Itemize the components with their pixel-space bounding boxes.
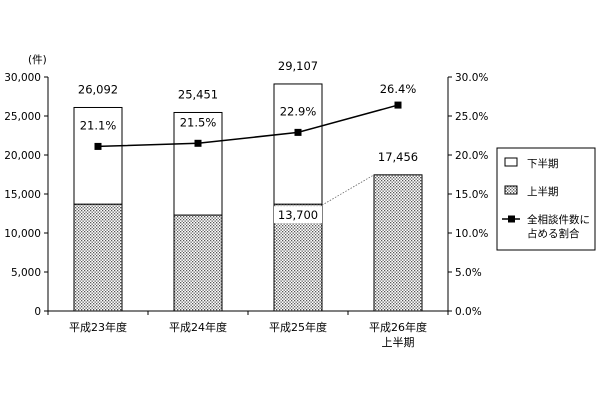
ratio-marker bbox=[294, 128, 302, 136]
bar-total-label: 17,456 bbox=[378, 150, 418, 164]
bar-upper-half bbox=[173, 111, 223, 216]
legend-label: 全相談件数に bbox=[527, 213, 590, 226]
y-left-tick-label: 10,000 bbox=[4, 228, 41, 240]
x-tick-label: 平成25年度 bbox=[269, 320, 327, 334]
bar-upper-half bbox=[273, 83, 323, 205]
legend-label: 上半期 bbox=[527, 185, 559, 198]
bar-lower-half bbox=[373, 174, 423, 312]
y-left-tick-label: 30,000 bbox=[4, 72, 41, 84]
bar-total-label: 25,451 bbox=[178, 87, 218, 101]
y-left-unit: (件) bbox=[28, 54, 47, 66]
y-right-tick-label: 20.0% bbox=[455, 150, 488, 162]
y-right-tick-label: 5.0% bbox=[455, 267, 482, 279]
ratio-line bbox=[97, 104, 399, 148]
bar-total-label: 29,107 bbox=[278, 59, 318, 73]
y-left-tick-label: 25,000 bbox=[4, 111, 41, 123]
legend-swatch-upper bbox=[504, 185, 518, 195]
bar-upper-half bbox=[73, 106, 123, 205]
y-left-tick-label: 15,000 bbox=[4, 189, 41, 201]
y-right-tick-label: 15.0% bbox=[455, 189, 488, 201]
legend-swatch-lower bbox=[504, 157, 518, 167]
ratio-label: 22.9% bbox=[280, 104, 317, 118]
y-left-tick-label: 5,000 bbox=[11, 267, 41, 279]
ratio-label: 26.4% bbox=[380, 82, 417, 96]
bar-lower-half bbox=[173, 214, 223, 312]
connector-line bbox=[321, 174, 375, 206]
x-tick-label: 平成26年度 bbox=[369, 320, 427, 334]
plot-area: (件) 0 5,000 10,000 15,000 20,000 25,000 30,000 0… bbox=[4, 54, 488, 349]
y-right-tick-label: 30.0% bbox=[455, 72, 488, 84]
y-right-tick-label: 0.0% bbox=[455, 306, 482, 318]
y-right-tick-label: 10.0% bbox=[455, 228, 488, 240]
ratio-label: 21.5% bbox=[180, 115, 217, 129]
ratio-marker bbox=[94, 142, 102, 150]
inner-label-bg bbox=[274, 206, 322, 224]
legend-square-marker bbox=[508, 215, 515, 223]
x-tick-label: 上半期 bbox=[382, 335, 415, 349]
bar-lower-value-label: 13,700 bbox=[278, 208, 318, 222]
ratio-label: 21.1% bbox=[80, 118, 117, 132]
ratio-marker bbox=[194, 139, 202, 147]
legend-label: 占める割合 bbox=[527, 227, 580, 240]
legend-label: 下半期 bbox=[527, 157, 559, 170]
bar-lower-half bbox=[73, 203, 123, 312]
x-tick-label: 平成23年度 bbox=[69, 320, 127, 334]
y-left-tick-label: 20,000 bbox=[4, 150, 41, 162]
y-left-tick-label: 0 bbox=[34, 306, 41, 318]
ratio-marker bbox=[394, 101, 402, 109]
x-tick-label: 平成24年度 bbox=[169, 320, 227, 334]
y-right-tick-label: 25.0% bbox=[455, 111, 488, 123]
bar-total-label: 26,092 bbox=[78, 82, 118, 96]
